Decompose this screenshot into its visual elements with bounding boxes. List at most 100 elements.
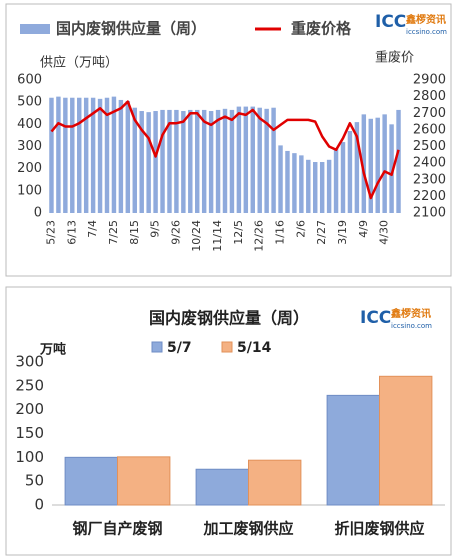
y-tick-label: 400: [17, 117, 42, 132]
y-tick-label: 250: [15, 376, 44, 394]
x-tick-label: 4/9: [357, 220, 370, 238]
bar: [379, 375, 433, 506]
y2-axis-label: 重废价: [375, 50, 414, 66]
bar: [271, 107, 276, 213]
bar: [326, 159, 332, 213]
legend-label: 重废价格: [291, 20, 352, 38]
logo-text: 鑫椤资讯: [405, 13, 446, 26]
y2-tick-label: 2400: [413, 156, 446, 171]
bar: [382, 114, 387, 213]
bar: [248, 459, 302, 506]
x-tick-label: 12/5: [232, 220, 245, 245]
legend-swatch: [20, 24, 50, 34]
bar: [64, 456, 118, 506]
bar: [195, 468, 250, 506]
x-tick-label: 9/26: [169, 220, 182, 245]
y2-tick-label: 2300: [413, 172, 446, 187]
bar: [132, 107, 137, 213]
bar: [347, 130, 353, 213]
bar: [188, 109, 193, 213]
bar: [264, 108, 269, 213]
x-tick-label: 10/24: [190, 220, 203, 252]
bar: [153, 111, 158, 213]
x-tick-label: 1/16: [274, 220, 287, 245]
bar: [77, 97, 82, 213]
bar: [139, 111, 144, 213]
y2-tick-label: 2900: [413, 73, 446, 88]
y-tick-label: 500: [17, 95, 42, 110]
y-tick-label: 200: [17, 161, 42, 176]
bar: [215, 109, 221, 213]
bar: [56, 96, 61, 213]
y-axis-label: 供应（万吨）: [40, 55, 118, 71]
y-tick-label: 100: [15, 448, 44, 466]
bar: [195, 109, 200, 213]
bar: [229, 109, 235, 213]
bar: [117, 456, 171, 506]
bar: [208, 111, 214, 213]
bar: [201, 109, 207, 213]
bar: [285, 150, 290, 213]
bar: [354, 122, 360, 213]
bar: [97, 98, 103, 213]
logo-url: iccsino.com: [391, 322, 432, 330]
x-tick-label: 12/26: [253, 220, 266, 252]
bar: [181, 111, 186, 213]
bar: [90, 97, 96, 213]
bar: [326, 394, 381, 506]
x-tick-label: 6/13: [65, 220, 78, 245]
bar: [49, 97, 54, 213]
bar: [299, 155, 304, 213]
x-tick-label: 7/4: [86, 220, 99, 238]
bar: [83, 97, 89, 213]
chart-title: 国内废钢供应量（周）: [149, 309, 309, 328]
bar: [146, 112, 151, 213]
bar: [319, 162, 325, 213]
legend-swatch: [221, 341, 233, 353]
logo-url: iccsino.com: [406, 28, 447, 36]
y-axis-label: 万吨: [39, 342, 66, 358]
y-tick-label: 300: [17, 139, 42, 154]
x-tick-label: 3/19: [336, 220, 349, 245]
y2-tick-label: 2700: [413, 106, 446, 121]
legend-label: 5/14: [237, 340, 272, 356]
line: [50, 100, 400, 200]
legend-label: 5/7: [167, 340, 192, 356]
x-tick-label: 8/15: [128, 220, 141, 245]
y-tick-label: 100: [17, 183, 42, 198]
y2-tick-label: 2200: [413, 189, 446, 204]
bar: [292, 153, 297, 213]
bar: [257, 107, 262, 213]
y-tick-label: 150: [15, 424, 44, 442]
legend-label: 国内废钢供应量（周）: [56, 20, 206, 38]
bar: [396, 109, 401, 213]
bar: [368, 118, 373, 213]
bar: [236, 106, 242, 213]
x-tick-label: 7/25: [107, 220, 120, 245]
bar: [250, 106, 255, 213]
x-tick-label: 9/5: [149, 220, 162, 238]
bar: [174, 109, 179, 213]
y-tick-label: 600: [17, 73, 42, 88]
x-tick-label: 11/14: [211, 220, 224, 252]
bar: [160, 109, 165, 213]
x-tick-label: 加工废钢供应: [202, 520, 293, 538]
bar: [243, 106, 249, 213]
x-tick-label: 折旧废钢供应: [334, 520, 424, 538]
logo-text: 鑫椤资讯: [390, 307, 431, 320]
y2-tick-label: 2600: [413, 122, 446, 137]
y2-tick-label: 2800: [413, 89, 446, 104]
y2-tick-label: 2500: [413, 139, 446, 154]
y-tick-label: 200: [15, 400, 44, 418]
bar: [333, 148, 339, 213]
bar: [63, 97, 68, 213]
y2-tick-label: 2100: [413, 206, 446, 221]
bar: [167, 109, 172, 213]
bar: [389, 124, 394, 213]
y-tick-label: 0: [34, 206, 42, 221]
bar: [70, 97, 75, 213]
bar: [278, 145, 283, 213]
x-tick-label: 2/27: [315, 220, 328, 245]
x-tick-label: 4/30: [378, 220, 391, 245]
